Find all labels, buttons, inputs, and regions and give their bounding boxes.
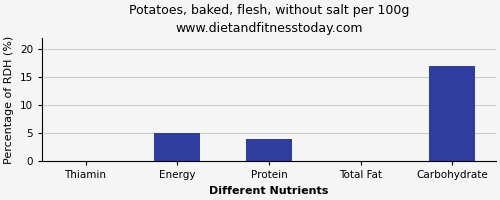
Y-axis label: Percentage of RDH (%): Percentage of RDH (%): [4, 35, 14, 164]
X-axis label: Different Nutrients: Different Nutrients: [209, 186, 328, 196]
Bar: [246, 139, 292, 161]
Bar: [154, 133, 200, 161]
Bar: [430, 66, 475, 161]
Title: Potatoes, baked, flesh, without salt per 100g
www.dietandfitnesstoday.com: Potatoes, baked, flesh, without salt per…: [128, 4, 409, 35]
